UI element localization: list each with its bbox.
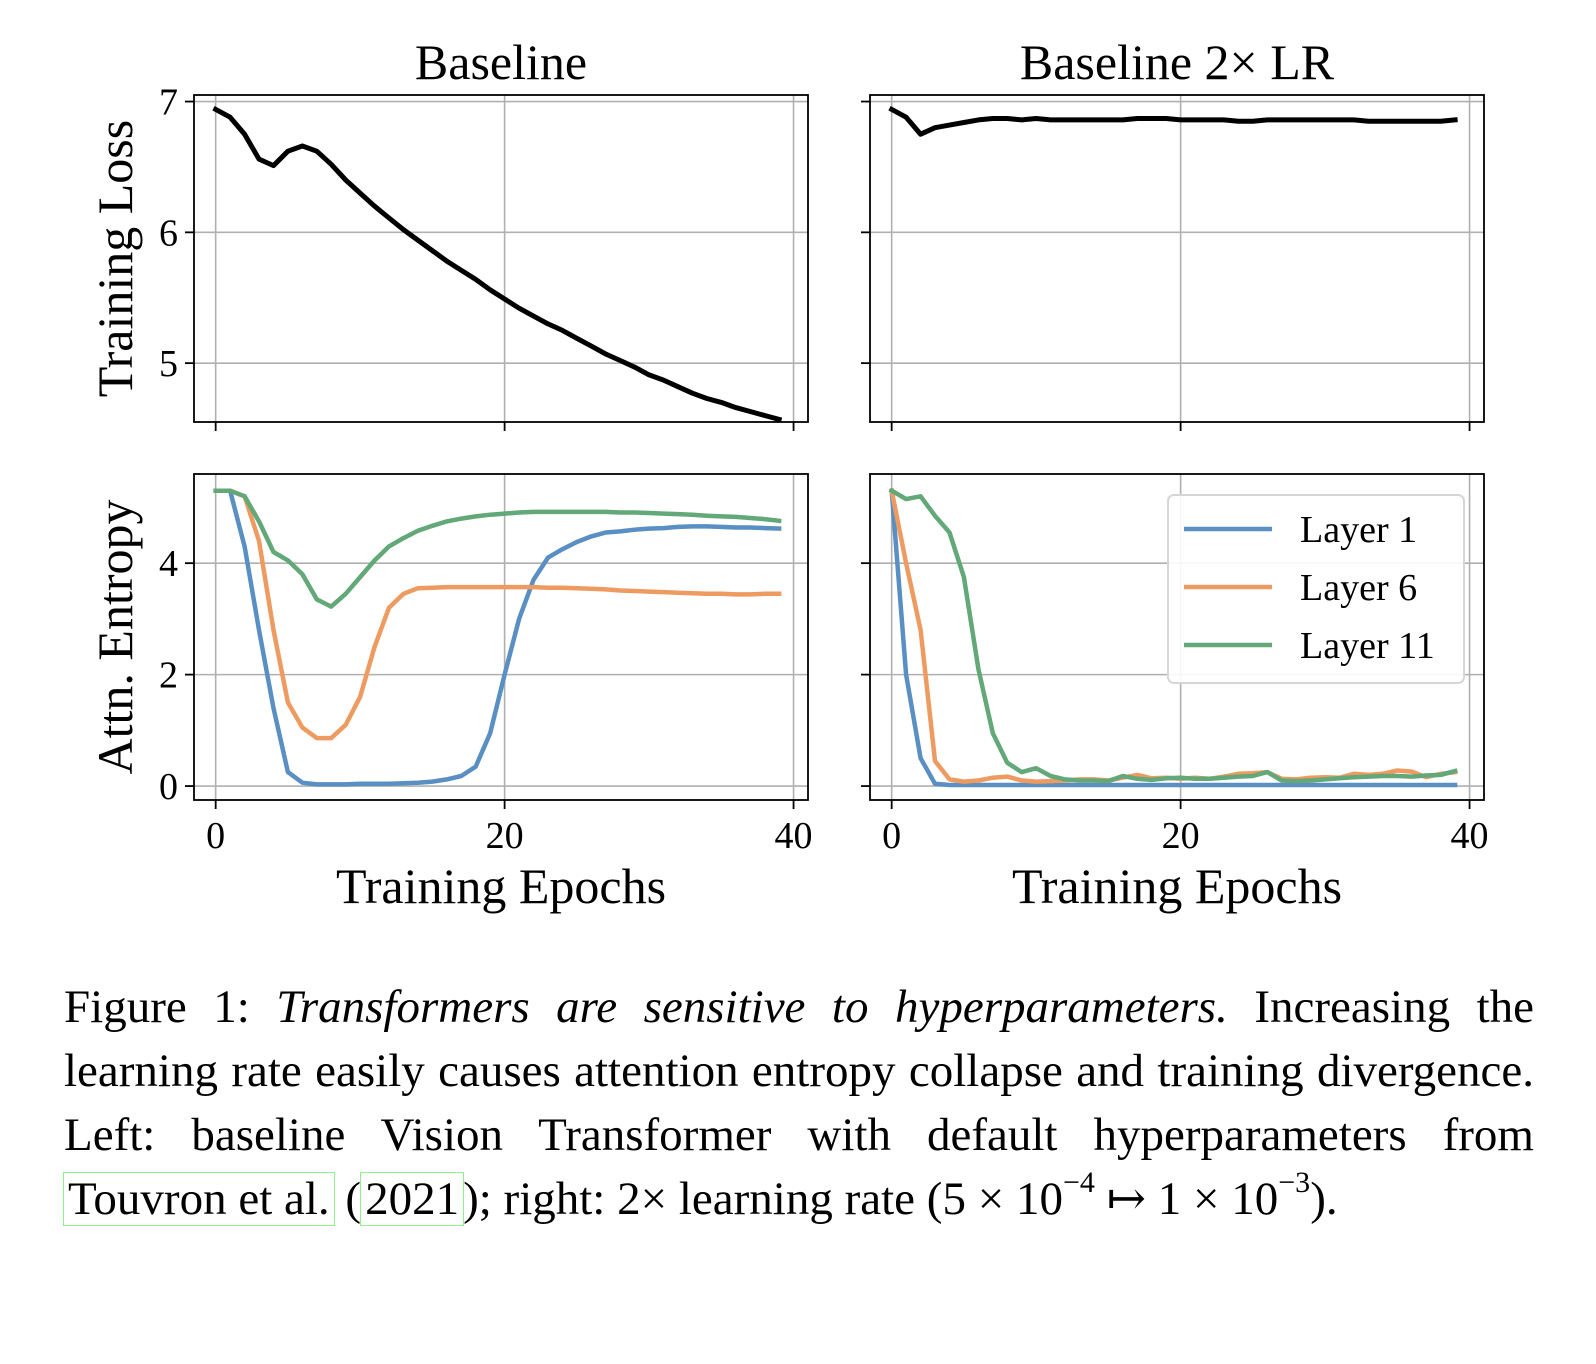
caption-text: Increasing the learning rate easily caus… (64, 981, 1535, 1161)
loss-line (888, 106, 1458, 137)
series-group (212, 106, 783, 422)
x-tick-label: 20 (486, 815, 524, 857)
y-tick-label: 2 (159, 655, 178, 697)
y-tick-label: 6 (159, 212, 178, 254)
x-axis-label: Training Epochs (1012, 858, 1342, 914)
x-tick-label: 0 (882, 815, 901, 857)
series-group (213, 488, 782, 787)
y-tick-label: 0 (159, 766, 178, 808)
panel-title: Baseline 2× LR (1020, 34, 1335, 90)
y-tick-label: 7 (159, 82, 178, 124)
series-line-layer-1 (889, 488, 1458, 788)
figure: 5 6 7 Baseline Training Loss Baseline 2× LR 0 2… (87, 34, 1489, 914)
series-group (888, 106, 1458, 137)
y-axis-label: Training Loss (87, 120, 143, 397)
citation-paren-close: ) (463, 1173, 479, 1225)
series-line-layer-11 (888, 487, 1458, 784)
caption-text-2: ; right: 2× learning rate (5 × 10 (478, 1173, 1063, 1225)
chart-panel-1: 5 6 7 Baseline Training Loss (87, 34, 809, 431)
legend-box (1167, 494, 1465, 684)
series-line-layer-1 (213, 488, 782, 787)
x-tick-label: 40 (775, 815, 813, 857)
caption-italic: Transformers are sensitive to hyperparam… (276, 981, 1228, 1033)
citation-paren-open: ( (345, 1173, 362, 1225)
legend-label: Layer 6 (1300, 567, 1417, 609)
axes-frame (193, 473, 809, 801)
series-line-layer-6 (213, 488, 782, 741)
axes-frame (193, 94, 809, 423)
y-axis-label: Attn. Entropy (87, 500, 143, 775)
y-tick-label: 4 (159, 543, 178, 585)
series-group (888, 487, 1458, 788)
legend: Layer 1 Layer 6 Layer 11 (1167, 494, 1465, 684)
x-tick-label: 20 (1162, 815, 1200, 857)
axes-frame (869, 94, 1485, 423)
exponent-2: −3 (1278, 1166, 1311, 1199)
chart-panel-3: 0 20 40 0 2 4 Training Epochs Attn. Entropy (87, 473, 813, 914)
panel-title: Baseline (415, 34, 587, 90)
exponent-1: −4 (1062, 1166, 1095, 1199)
series-line-layer-11 (213, 488, 782, 609)
x-axis-label: Training Epochs (336, 858, 666, 914)
loss-line (212, 106, 783, 422)
axes-frame (869, 473, 1485, 801)
figure-caption: Figure 1: Transformers are sensitive to … (63, 975, 1535, 1231)
x-tick-label: 40 (1451, 815, 1489, 857)
legend-label: Layer 11 (1300, 625, 1435, 667)
caption-label: Figure 1: (64, 981, 250, 1033)
legend-label: Layer 1 (1300, 509, 1417, 551)
y-tick-label: 5 (159, 343, 178, 385)
chart-panel-2: Baseline 2× LR (861, 34, 1485, 431)
caption-arrow: ↦ 1 × 10 (1094, 1173, 1279, 1225)
caption-text-3: ). (1310, 1173, 1338, 1225)
citation-year-link[interactable]: 2021 (360, 1172, 465, 1226)
citation-authors-link[interactable]: Touvron et al. (63, 1172, 335, 1226)
x-tick-label: 0 (206, 815, 225, 857)
